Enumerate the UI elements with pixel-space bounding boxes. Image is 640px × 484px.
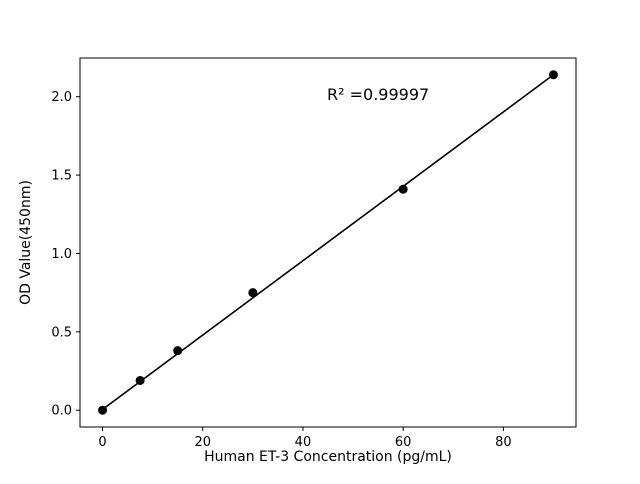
y-tick-label: 1.5 [51, 169, 72, 184]
x-tick-label: 60 [395, 435, 412, 450]
y-tick-label: 1.0 [51, 247, 72, 262]
data-point [98, 405, 108, 415]
x-axis-label: Human ET-3 Concentration (pg/mL) [204, 449, 452, 465]
data-point [173, 346, 183, 356]
y-axis-label: OD Value(450nm) [18, 180, 34, 305]
data-point [548, 70, 558, 80]
y-tick-label: 2.0 [51, 90, 72, 105]
x-tick-label: 40 [295, 435, 312, 450]
data-point [135, 375, 145, 385]
x-tick-label: 0 [98, 435, 106, 450]
data-point [398, 184, 408, 194]
r-squared-annotation: R² =0.99997 [327, 85, 429, 104]
x-tick-label: 20 [194, 435, 211, 450]
data-point [248, 288, 258, 298]
y-tick-label: 0.0 [51, 404, 72, 419]
y-tick-label: 0.5 [51, 325, 72, 340]
x-tick-label: 80 [495, 435, 512, 450]
plot-border [79, 57, 577, 428]
